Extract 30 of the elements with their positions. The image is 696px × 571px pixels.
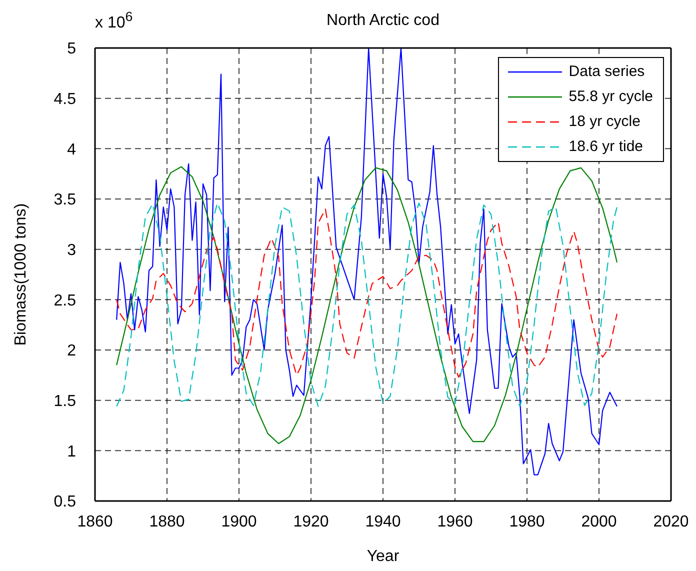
x-tick-label: 2000 bbox=[581, 513, 617, 530]
x-tick-label: 1880 bbox=[149, 513, 185, 530]
y-tick-label: 1.5 bbox=[54, 393, 76, 410]
x-axis-title: Year bbox=[366, 548, 400, 565]
legend-label: 55.8 yr cycle bbox=[568, 88, 653, 105]
text: x 10$^{6}$ bbox=[95, 9, 133, 32]
y-tick-label: 4.5 bbox=[54, 91, 76, 108]
legend-label: 18.6 yr tide bbox=[568, 138, 644, 155]
x-tick-label: 1980 bbox=[509, 513, 545, 530]
legend-label: 18 yr cycle bbox=[568, 113, 640, 130]
x-tick-label: 1960 bbox=[437, 513, 473, 530]
x-tick-label: 1860 bbox=[77, 513, 113, 530]
y-tick-label: 3.5 bbox=[54, 192, 76, 209]
x-tick-label: 1900 bbox=[221, 513, 257, 530]
y-tick-label: 4 bbox=[67, 141, 76, 158]
y-tick-label: 2 bbox=[67, 342, 76, 360]
chart-title: North Arctic cod bbox=[326, 12, 440, 29]
x-tick-label: 2020 bbox=[653, 513, 689, 530]
line-series bbox=[116, 208, 618, 378]
x-tick-label: 1920 bbox=[293, 513, 329, 530]
line-series bbox=[116, 202, 618, 407]
x-tick-label: 1940 bbox=[365, 513, 401, 530]
y-tick-label: 2.5 bbox=[54, 292, 76, 310]
y-axis-title: Biomass(1000 tons) bbox=[12, 203, 30, 346]
y-tick-label: 5 bbox=[67, 40, 76, 58]
line-series bbox=[116, 166, 618, 444]
y-tick-label: 1 bbox=[67, 443, 76, 460]
y-tick-label: 0.5 bbox=[54, 494, 76, 511]
legend-label: Data series bbox=[568, 63, 645, 80]
y-tick-label: 3 bbox=[67, 242, 76, 260]
